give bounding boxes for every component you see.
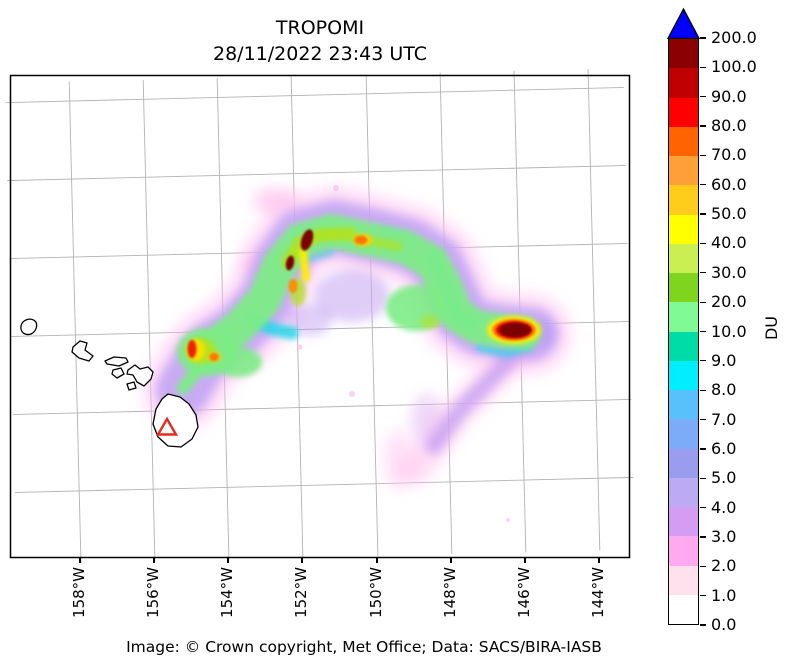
island-outline-kauai — [20, 318, 38, 336]
colorbar-tick-label: 20.0 — [711, 292, 747, 312]
colorbar-tick-label: 2.0 — [711, 556, 737, 576]
colorbar-segment — [669, 243, 698, 273]
colorbar-segment — [669, 507, 698, 537]
colorbar-tick-mark — [700, 125, 706, 127]
colorbar-tick-label: 6.0 — [711, 438, 737, 458]
x-axis-tick-mark — [153, 558, 155, 563]
colorbar-segment — [669, 126, 698, 156]
attribution-caption: Image: © Crown copyright, Met Office; Da… — [126, 638, 602, 656]
colorbar-tick-mark — [700, 595, 706, 597]
colorbar-tick-label: 60.0 — [711, 174, 747, 194]
colorbar-tick-mark — [700, 389, 706, 391]
plot-subtitle-datetime: 28/11/2022 23:43 UTC — [212, 43, 427, 65]
colorbar-segment — [669, 97, 698, 127]
colorbar-tick-label: 50.0 — [711, 204, 747, 224]
x-axis-tick-mark — [450, 558, 452, 563]
colorbar-tick-mark — [700, 184, 706, 186]
colorbar-tick-mark — [700, 330, 706, 333]
colorbar-segment — [669, 390, 698, 420]
colorbar-tick-label: 200.0 — [711, 28, 757, 47]
colorbar-tick-mark — [700, 301, 706, 303]
island-outline-oahu — [71, 340, 94, 362]
colorbar-segment — [669, 273, 698, 303]
colorbar-segment — [669, 594, 698, 624]
colorbar-tick-mark — [700, 565, 706, 567]
colorbar-unit-label: DU — [762, 316, 781, 341]
colorbar-tick-label: 1.0 — [711, 585, 737, 605]
colorbar-segment — [669, 360, 698, 390]
colorbar-tick-mark — [700, 66, 706, 68]
x-axis-tick-mark — [598, 558, 600, 563]
colorbar-segment — [669, 419, 698, 449]
colorbar-tick-label: 9.0 — [711, 350, 737, 370]
colorbar-tick-label: 70.0 — [711, 145, 747, 165]
colorbar-tick-label: 8.0 — [711, 380, 737, 400]
colorbar-tick-label: 40.0 — [711, 233, 747, 253]
colorbar-tick-mark — [700, 624, 706, 626]
colorbar-tick-label: 100.0 — [711, 57, 757, 77]
colorbar-tick-label: 7.0 — [711, 409, 737, 429]
colorbar-tick-label: 90.0 — [711, 86, 747, 106]
colorbar-tick-label: 4.0 — [711, 497, 737, 517]
colorbar-tick-mark — [700, 272, 706, 274]
x-axis-tick-mark — [79, 558, 81, 563]
colorbar-segment — [669, 302, 698, 332]
x-tick-label: 148°W — [441, 567, 459, 618]
plot-title: TROPOMI — [275, 17, 365, 39]
colorbar-segment — [669, 536, 698, 566]
colorbar-tick-label: 3.0 — [711, 526, 737, 546]
colorbar-segment — [669, 39, 698, 69]
colorbar-tick-mark — [700, 506, 706, 509]
x-tick-label: 152°W — [292, 567, 310, 618]
colorbar-segment — [669, 477, 698, 507]
map-border — [9, 74, 631, 559]
colorbar-tick-mark — [700, 477, 706, 479]
island-outline-molokai — [104, 356, 129, 367]
island-outline-kahoolawe — [126, 381, 137, 391]
colorbar — [668, 38, 699, 625]
colorbar-over-arrow — [666, 7, 701, 40]
so2-plume — [143, 185, 571, 522]
colorbar-segment — [669, 565, 698, 595]
colorbar-segment — [669, 156, 698, 186]
x-tick-label: 146°W — [515, 567, 533, 618]
colorbar-tick-mark — [700, 536, 706, 538]
colorbar-tick-label: 5.0 — [711, 468, 737, 488]
colorbar-tick-label: 0.0 — [711, 615, 737, 634]
x-axis-tick-mark — [227, 558, 229, 563]
x-axis-tick-mark — [376, 558, 378, 563]
x-tick-label: 154°W — [218, 567, 236, 618]
island-outline-maui — [126, 364, 154, 387]
colorbar-tick-mark — [700, 360, 706, 362]
colorbar-segment — [669, 331, 698, 361]
colorbar-tick-mark — [700, 37, 706, 39]
island-outline-lanai — [111, 367, 125, 379]
colorbar-tick-mark — [700, 418, 706, 421]
colorbar-segment — [669, 448, 698, 478]
volcano-marker-icon — [155, 416, 179, 436]
colorbar-segment — [669, 68, 698, 98]
colorbar-tick-mark — [700, 242, 706, 245]
colorbar-segment — [669, 214, 698, 244]
colorbar-tick-mark — [700, 96, 706, 98]
x-tick-label: 156°W — [144, 567, 162, 618]
x-axis-tick-mark — [524, 558, 526, 563]
x-tick-label: 158°W — [70, 567, 88, 618]
x-tick-label: 150°W — [367, 567, 385, 618]
colorbar-tick-label: 30.0 — [711, 262, 747, 282]
colorbar-tick-mark — [700, 448, 706, 450]
colorbar-segment — [669, 185, 698, 215]
x-tick-label: 144°W — [589, 567, 607, 618]
colorbar-tick-label: 10.0 — [711, 321, 747, 341]
colorbar-tick-label: 80.0 — [711, 116, 747, 136]
x-axis-tick-mark — [301, 558, 303, 563]
colorbar-tick-mark — [700, 154, 706, 157]
colorbar-tick-mark — [700, 213, 706, 215]
